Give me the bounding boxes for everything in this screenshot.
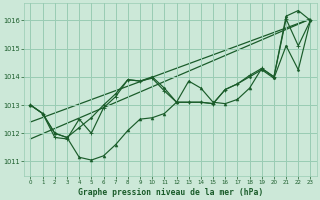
X-axis label: Graphe pression niveau de la mer (hPa): Graphe pression niveau de la mer (hPa) [78,188,263,197]
